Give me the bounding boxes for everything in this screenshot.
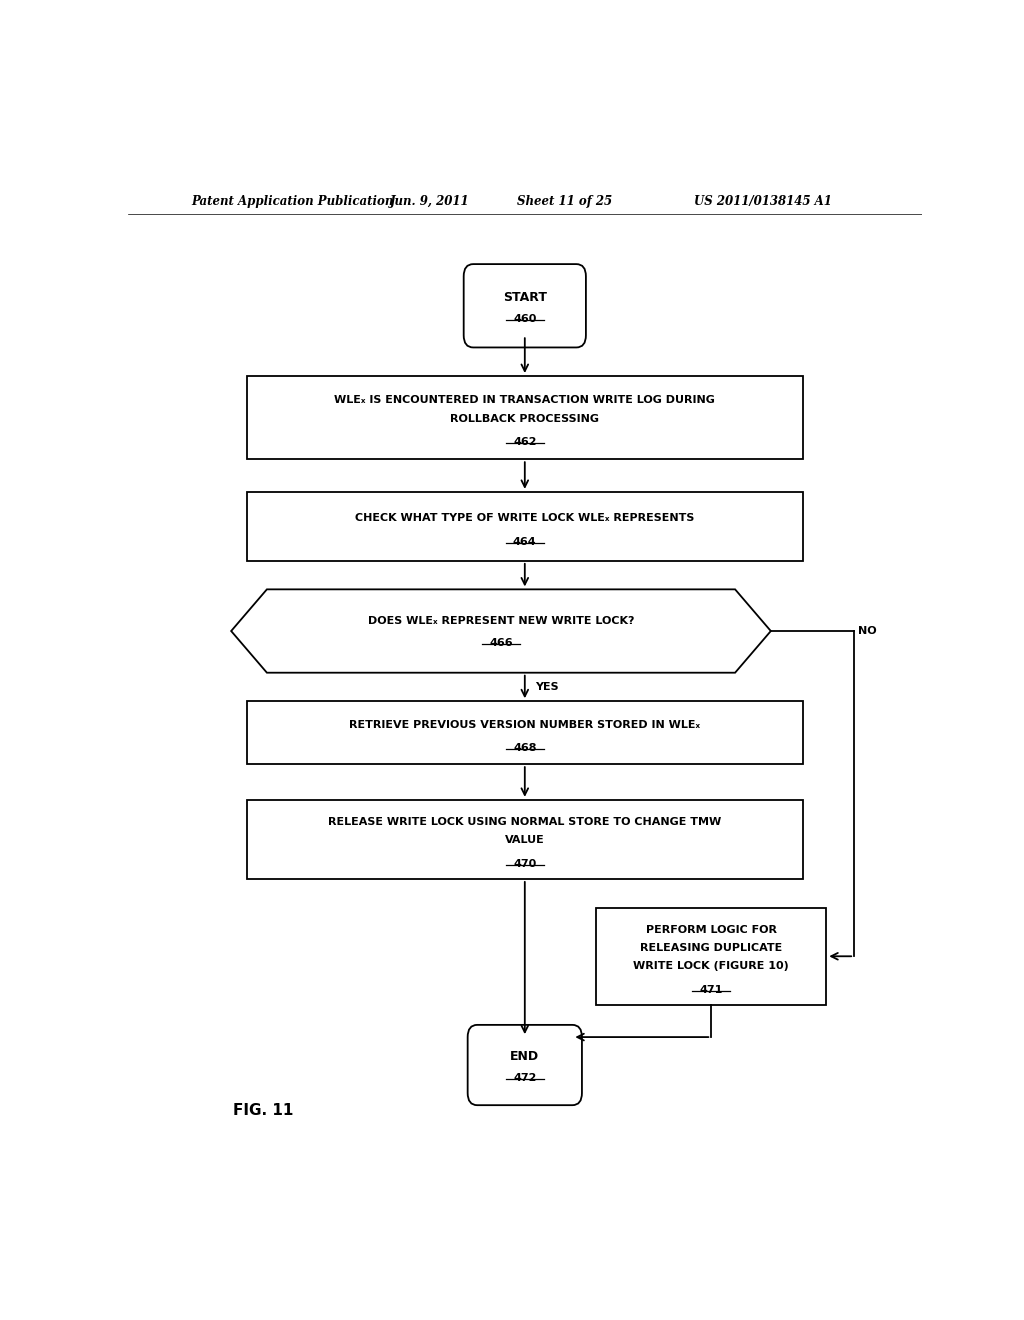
Text: VALUE: VALUE — [505, 836, 545, 845]
Text: Patent Application Publication: Patent Application Publication — [191, 194, 394, 207]
Polygon shape — [231, 589, 771, 673]
Text: 471: 471 — [699, 985, 723, 995]
Text: 464: 464 — [513, 536, 537, 546]
Text: RELEASING DUPLICATE: RELEASING DUPLICATE — [640, 944, 782, 953]
Text: Sheet 11 of 25: Sheet 11 of 25 — [517, 194, 612, 207]
Text: 468: 468 — [513, 743, 537, 752]
Text: ROLLBACK PROCESSING: ROLLBACK PROCESSING — [451, 413, 599, 424]
Text: CHECK WHAT TYPE OF WRITE LOCK WLEₓ REPRESENTS: CHECK WHAT TYPE OF WRITE LOCK WLEₓ REPRE… — [355, 513, 694, 523]
Text: Jun. 9, 2011: Jun. 9, 2011 — [390, 194, 469, 207]
Bar — [247, 800, 803, 879]
Text: FIG. 11: FIG. 11 — [232, 1104, 293, 1118]
Text: PERFORM LOGIC FOR: PERFORM LOGIC FOR — [646, 925, 777, 935]
Text: START: START — [503, 292, 547, 304]
FancyBboxPatch shape — [468, 1024, 582, 1105]
Text: 472: 472 — [513, 1073, 537, 1084]
Text: 470: 470 — [513, 859, 537, 869]
Text: YES: YES — [536, 682, 559, 692]
Text: WLEₓ IS ENCOUNTERED IN TRANSACTION WRITE LOG DURING: WLEₓ IS ENCOUNTERED IN TRANSACTION WRITE… — [335, 395, 715, 405]
Text: RETRIEVE PREVIOUS VERSION NUMBER STORED IN WLEₓ: RETRIEVE PREVIOUS VERSION NUMBER STORED … — [349, 719, 700, 730]
Text: 460: 460 — [513, 314, 537, 323]
Text: DOES WLEₓ REPRESENT NEW WRITE LOCK?: DOES WLEₓ REPRESENT NEW WRITE LOCK? — [368, 616, 634, 626]
Bar — [247, 492, 803, 561]
Text: 462: 462 — [513, 437, 537, 447]
FancyBboxPatch shape — [464, 264, 586, 347]
Bar — [596, 908, 826, 1005]
Text: US 2011/0138145 A1: US 2011/0138145 A1 — [694, 194, 831, 207]
Bar — [247, 376, 803, 459]
Text: END: END — [510, 1051, 540, 1064]
Text: WRITE LOCK (FIGURE 10): WRITE LOCK (FIGURE 10) — [634, 961, 790, 972]
Text: 466: 466 — [489, 638, 513, 648]
Bar — [247, 701, 803, 764]
Text: RELEASE WRITE LOCK USING NORMAL STORE TO CHANGE TMW: RELEASE WRITE LOCK USING NORMAL STORE TO… — [328, 817, 722, 828]
Text: NO: NO — [858, 626, 877, 636]
